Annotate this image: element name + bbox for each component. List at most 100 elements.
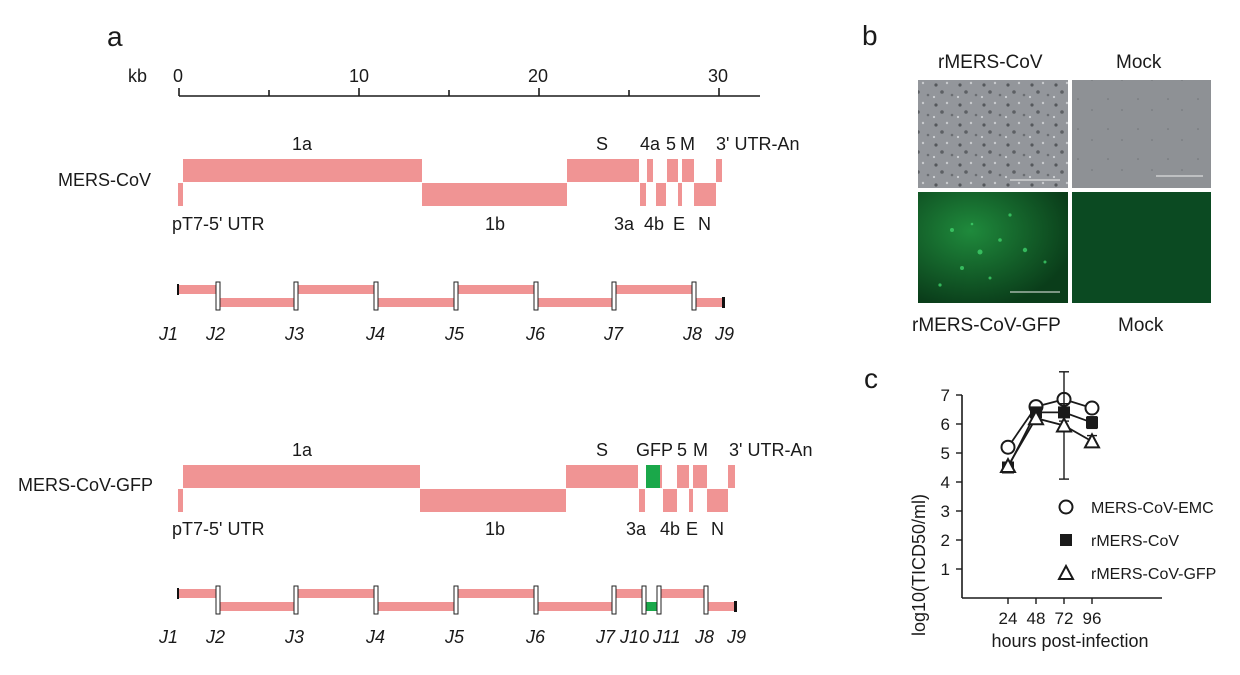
gene-m (693, 465, 707, 488)
gene-label: S (596, 440, 608, 460)
gene-label: 3a (614, 214, 635, 234)
fragment (614, 589, 644, 598)
gene-label: pT7-5' UTR (172, 214, 264, 234)
junction-label: J11 (652, 627, 681, 647)
fragment (536, 602, 614, 611)
panel-b: b rMERS-CoV Mock (860, 0, 1240, 340)
marker-open-circle (1084, 400, 1100, 416)
growth-curve-chart: log10(TICD50/ml) hours post-infection 1 2… (909, 371, 1216, 651)
gene-gfp-tail (660, 465, 662, 488)
axes: 1 2 3 4 5 6 7 24 48 72 96 (941, 386, 1162, 628)
y-tick-label: 3 (941, 502, 950, 521)
genome-end-marker (177, 284, 179, 295)
gene-3utr (728, 465, 735, 488)
legend: MERS-CoV-EMC rMERS-CoV rMERS-CoV-GFP (1057, 499, 1216, 583)
y-axis-label: log10(TICD50/ml) (909, 494, 929, 636)
panel-a-letter: a (107, 21, 123, 52)
fragment-gfp (646, 602, 658, 611)
junction-label: J4 (365, 627, 385, 647)
gene-4b (656, 183, 666, 206)
series-line (1007, 417, 1093, 467)
fragment (178, 285, 218, 294)
scale-tick-label: 10 (349, 66, 369, 86)
gene-label: 4b (660, 519, 680, 539)
legend-label: rMERS-CoV-GFP (1091, 566, 1216, 583)
junction-box (373, 281, 379, 311)
junction-label: J6 (525, 324, 546, 344)
junction-box (611, 585, 617, 615)
gene-3utr (716, 159, 722, 182)
marker-open-triangle (1055, 416, 1073, 433)
scale-tick-label: 20 (528, 66, 548, 86)
junction-box (453, 281, 459, 311)
marker-open-triangle (1057, 563, 1075, 580)
gene-gfp (646, 465, 660, 488)
micrographs (918, 80, 1211, 303)
kb-scale: kb 0 10 20 30 (128, 66, 760, 97)
gene-label: M (693, 440, 708, 460)
junction-label: J5 (444, 627, 465, 647)
gene-label: 1a (292, 134, 313, 154)
fragment (706, 602, 736, 611)
gene-n (694, 183, 716, 206)
micrograph-mock-gfp (1072, 192, 1211, 303)
series-mers-cov-emc (1000, 391, 1100, 455)
junction-label: J2 (205, 627, 225, 647)
gene-e (678, 183, 682, 206)
fragment (456, 589, 536, 598)
gene-label: 3' UTR-An (716, 134, 799, 154)
fragment (218, 602, 296, 611)
junction-label: J10 (619, 627, 649, 647)
genome-end-marker (722, 297, 725, 308)
gene-4b (663, 489, 677, 512)
column-label: rMERS-CoV (938, 52, 1043, 73)
fragment (536, 298, 614, 307)
marker-open-triangle (999, 456, 1017, 474)
gene-3a (639, 489, 645, 512)
gene-label: GFP (636, 440, 673, 460)
x-tick-label: 72 (1055, 609, 1074, 628)
gene-s (567, 159, 639, 182)
junction-label: J4 (365, 324, 385, 344)
junction-box (611, 281, 617, 311)
marker-open-circle (1000, 439, 1016, 455)
x-tick-label: 48 (1027, 609, 1046, 628)
marker-filled-square (1086, 416, 1098, 429)
row-label: rMERS-CoV-GFP (912, 315, 1061, 336)
junction-label: J7 (603, 324, 624, 344)
genome-end-marker (734, 601, 737, 612)
gene-label: N (711, 519, 724, 539)
panel-b-letter: b (862, 20, 878, 51)
gene-s (566, 465, 638, 488)
gene-5 (667, 159, 678, 182)
junction-box (453, 585, 459, 615)
y-tick-label: 4 (941, 473, 950, 492)
junction-label: J3 (284, 324, 304, 344)
x-axis-label: hours post-infection (991, 631, 1148, 651)
junction-label: J8 (682, 324, 702, 344)
fragment (694, 298, 724, 307)
scale-tick-label: 30 (708, 66, 728, 86)
micrograph-rmers-gfp (918, 192, 1068, 303)
legend-label: rMERS-CoV (1091, 533, 1179, 550)
gene-label: 4b (644, 214, 664, 234)
series-rmers-cov-gfp (999, 371, 1101, 480)
junction-box (691, 281, 697, 311)
scale-tick-label: 0 (173, 66, 183, 86)
fragment (296, 589, 376, 598)
junction-label: J8 (694, 627, 714, 647)
gene-m (682, 159, 694, 182)
y-tick-label: 6 (941, 415, 950, 434)
junction-box (293, 281, 299, 311)
gene-label: 5 (666, 134, 676, 154)
genome-map-mers-cov-gfp: MERS-CoV-GFP 1a S GFP 5 M 3' UTR-An pT7-… (18, 440, 812, 539)
legend-label: MERS-CoV-EMC (1091, 500, 1214, 517)
junction-box (373, 585, 379, 615)
junction-box (703, 585, 709, 615)
junction-label: J6 (525, 627, 546, 647)
gene-label: pT7-5' UTR (172, 519, 264, 539)
x-tick-label: 24 (999, 609, 1018, 628)
marker-open-triangle (1083, 432, 1101, 449)
gene-1b (422, 183, 567, 206)
y-tick-label: 1 (941, 560, 950, 579)
